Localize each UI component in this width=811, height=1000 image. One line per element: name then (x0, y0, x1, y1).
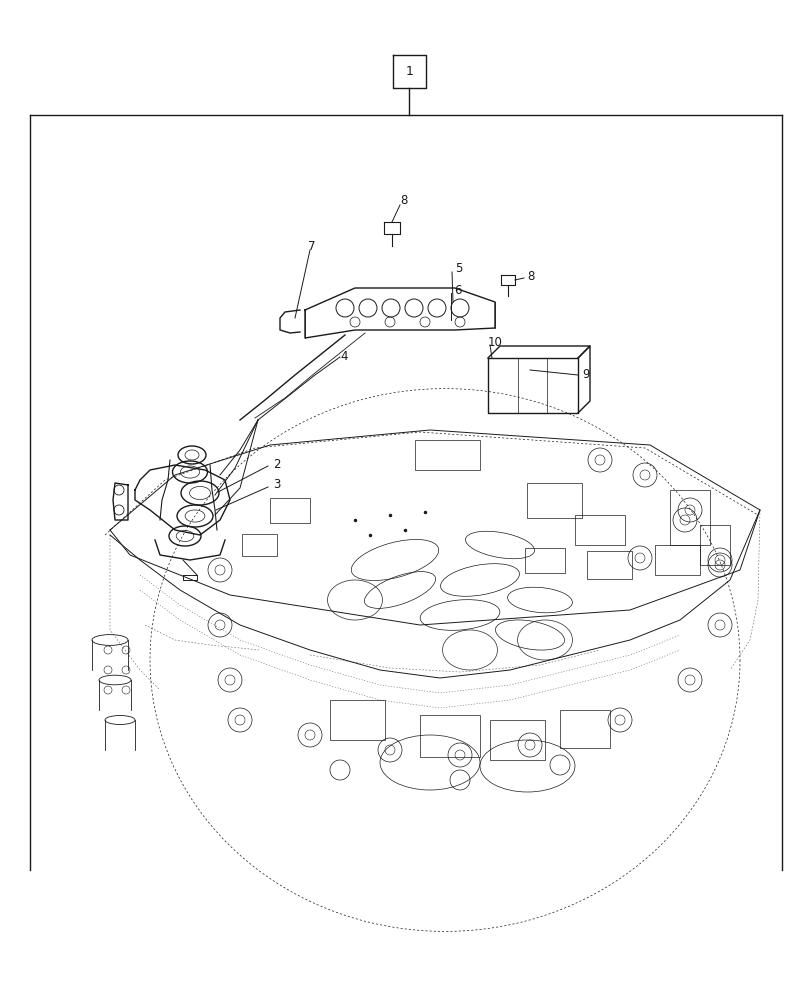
Text: 9: 9 (581, 367, 589, 380)
Bar (270, 497, 310, 522)
Text: 10: 10 (487, 336, 502, 349)
Bar (329, 700, 384, 740)
Bar (415, 440, 480, 470)
Text: 7: 7 (307, 239, 315, 252)
Bar (489, 720, 544, 760)
Bar (527, 483, 581, 518)
Bar (654, 545, 699, 575)
Text: 8: 8 (400, 194, 407, 208)
Bar (525, 548, 564, 572)
Bar (699, 525, 729, 565)
Text: 6: 6 (453, 284, 461, 296)
Text: 8: 8 (526, 269, 534, 282)
Text: 5: 5 (454, 261, 461, 274)
Bar (419, 715, 479, 757)
Bar (560, 710, 609, 748)
Text: 4: 4 (340, 350, 347, 362)
Bar (587, 551, 632, 579)
Text: 1: 1 (405, 65, 413, 78)
Text: 3: 3 (272, 479, 280, 491)
Bar (242, 534, 277, 556)
Text: 2: 2 (272, 458, 280, 471)
Bar (669, 490, 709, 545)
Bar (574, 515, 624, 545)
